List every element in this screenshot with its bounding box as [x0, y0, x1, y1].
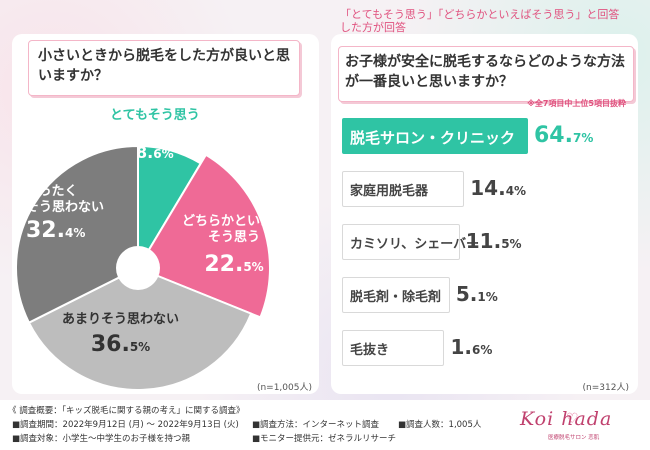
bar-4 [342, 330, 445, 366]
bar-value-0: 64.7% [534, 123, 594, 148]
footer [0, 400, 650, 450]
bar-value-3: 5.1% [455, 282, 498, 306]
bar-label-1: 家庭用脱毛器 [350, 184, 429, 199]
pie-label-very: とてもそう思う 8.6% [110, 108, 200, 165]
right-sample-size: (n=312人) [582, 383, 629, 393]
pie-value-notatall: 32.4% [26, 218, 86, 243]
survey-count: ■調査人数：1,005人 [398, 420, 482, 430]
right-condition: 「とてもそう思う」「どちらかといえばそう思う」と回答した方が回答 [340, 8, 620, 34]
pie-label-notmuch-text: あまりそう思わない [62, 312, 180, 327]
pie-label-somewhat-text: どちらかといえば そう思う [182, 214, 287, 245]
pie-label-somewhat: どちらかといえば そう思う 22.5% [182, 214, 286, 278]
brand-logo: Koi hada [520, 408, 613, 430]
bar-label-0: 脱毛サロン・クリニック [350, 129, 516, 147]
survey-period: ■調査期間：2022年9月12日 (月) ～ 2022年9月13日 (火) [12, 420, 239, 430]
right-question-box [338, 46, 634, 102]
pie-label-notatall-text: まったく そう思わない [26, 184, 105, 215]
survey-provider: ■モニター提供元：ゼネラルリサーチ [252, 434, 397, 444]
pie-label-very-text: とてもそう思う [110, 108, 200, 123]
pie-value-very: 8.6% [136, 143, 174, 162]
bar-value-2: 11.5% [465, 229, 522, 253]
bar-label-3: 脱毛剤・除毛剤 [350, 290, 442, 305]
left-sample-size: (n=1,005人) [256, 383, 312, 393]
pie-slice-1 [136, 153, 271, 319]
left-question-box [28, 40, 300, 96]
bar-value-1: 14.4% [470, 176, 527, 200]
survey-target: ■調査対象：小学生～中学生のお子様を持つ親 [12, 434, 191, 444]
pie-value-somewhat: 22.5% [204, 252, 264, 277]
bar-2 [342, 224, 460, 260]
survey-method: ■調査方法：インターネット調査 [252, 420, 380, 430]
pie-slice-2 [27, 266, 253, 391]
left-question: 小さいときから脱毛をした方が良いと思いますか？ [38, 48, 290, 84]
brand-logo-subtitle: 医療脱毛サロン 恋肌 [548, 435, 600, 441]
right-note: ※全7項目中上位5項目抜粋 [527, 99, 626, 108]
right-question: お子様が安全に脱毛するならどのような方法が一番良いと思いますか？ [345, 54, 625, 90]
pie-value-notmuch: 36.5% [90, 332, 151, 357]
bar-value-4: 1.6% [450, 335, 493, 359]
bar-3 [342, 277, 450, 313]
pie-label-notatall: まったく そう思わない 32.4% [26, 184, 104, 244]
pie-center-hole [116, 246, 160, 290]
pie-label-notmuch: あまりそう思わない 36.5% [62, 312, 179, 358]
pie-slice-3 [15, 144, 139, 325]
survey-title: 《 調査概要：「キッズ脱毛に関する親の考え」に関する調査》 [8, 406, 245, 416]
bar-label-4: 毛抜き [350, 343, 390, 358]
bar-0 [342, 118, 528, 154]
heart-icon: ♡ [566, 411, 579, 427]
bar-label-2: カミソリ、シェーバー [350, 237, 480, 252]
bar-1 [342, 171, 465, 207]
